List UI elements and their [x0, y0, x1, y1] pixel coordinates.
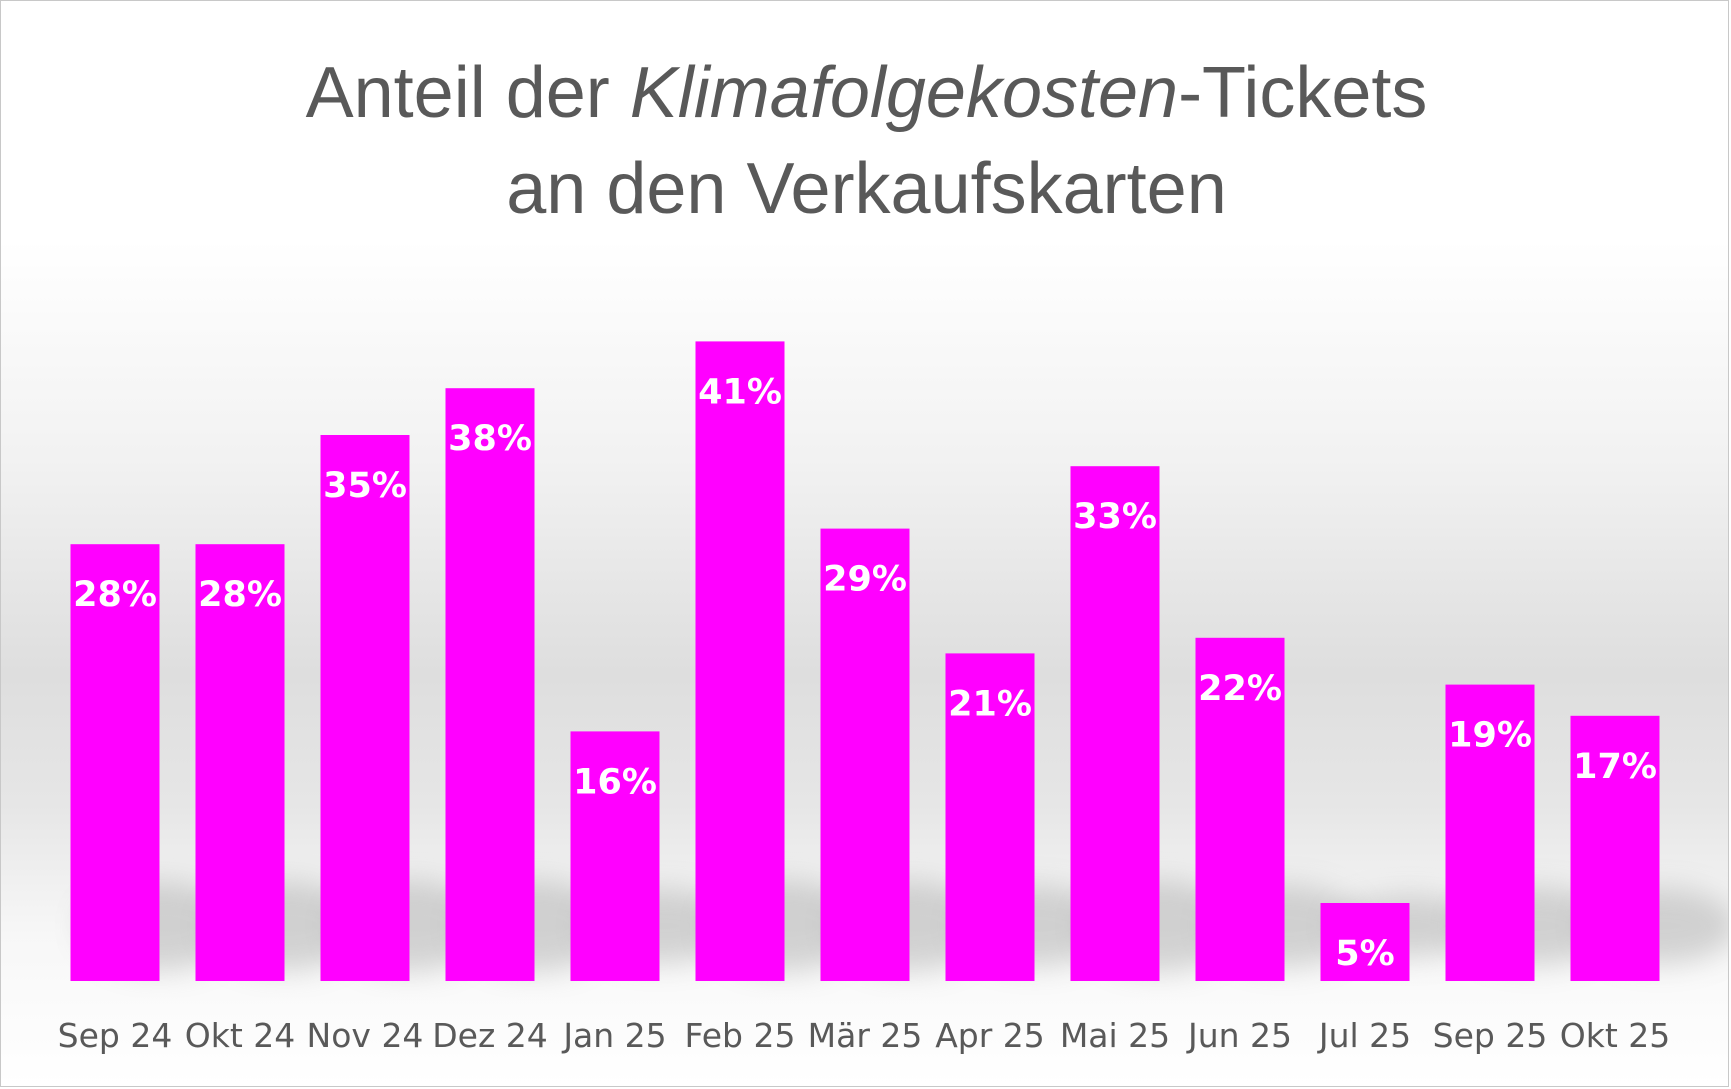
bars-group [70, 341, 1660, 981]
chart-title-italic: Klimafolgekosten [629, 53, 1179, 133]
x-tick-label: Apr 25 [935, 1016, 1045, 1055]
x-tick-label: Sep 25 [1433, 1016, 1548, 1055]
x-tick-label: Sep 24 [58, 1016, 173, 1055]
data-labels-group: 28% 28% 35% 38% 16% 41% 29% 21% 33% 22% 5% 19% 17% [73, 372, 1657, 974]
bar-value-label: 35% [323, 466, 407, 506]
bar-feb-25 [695, 341, 785, 981]
bar-apr-25 [945, 653, 1035, 981]
x-tick-label: Mär 25 [808, 1016, 923, 1055]
x-tick-label: Okt 24 [185, 1016, 296, 1055]
x-tick-label: Mai 25 [1060, 1016, 1170, 1055]
x-tick-label: Nov 24 [307, 1016, 424, 1055]
x-tick-label: Jul 25 [1317, 1016, 1411, 1055]
bar-okt-25 [1570, 715, 1660, 981]
bar-value-label: 19% [1448, 716, 1532, 756]
chart-title-line-2: an den Verkaufskarten [506, 149, 1227, 229]
bar-value-label: 21% [948, 684, 1032, 724]
bar-value-label: 38% [448, 419, 532, 459]
bar-mär-25 [820, 528, 910, 981]
bar-value-label: 41% [698, 372, 782, 412]
x-tick-label: Okt 25 [1560, 1016, 1671, 1055]
x-tick-label: Feb 25 [685, 1016, 796, 1055]
bar-jan-25 [570, 731, 660, 981]
x-tick-label: Jan 25 [561, 1016, 666, 1055]
bar-value-label: 5% [1335, 934, 1394, 974]
bar-value-label: 22% [1198, 669, 1282, 709]
chart-title-prefix: Anteil der [305, 53, 630, 133]
x-tick-label: Jun 25 [1186, 1016, 1292, 1055]
bar-value-label: 29% [823, 560, 907, 600]
bar-dez-24 [445, 388, 535, 981]
bar-value-label: 16% [573, 762, 657, 802]
bar-sep-25 [1445, 684, 1535, 981]
bar-value-label: 28% [198, 575, 282, 615]
bar-jul-25 [1320, 903, 1410, 981]
bar-value-label: 33% [1073, 497, 1157, 537]
bar-okt-24 [195, 544, 285, 981]
chart-title-line-1: Anteil der Klimafolgekosten-Tickets [1, 57, 1728, 129]
bar-sep-24 [70, 544, 160, 981]
chart-title-suffix: -Tickets [1178, 53, 1428, 133]
bar-jun-25 [1195, 637, 1285, 981]
bar-mai-25 [1070, 466, 1160, 981]
bar-value-label: 28% [73, 575, 157, 615]
x-axis-ticks-group: Sep 24 Okt 24 Nov 24 Dez 24 Jan 25 Feb 25 Mär … [58, 1016, 1671, 1055]
bar-nov-24 [320, 435, 410, 981]
bar-value-label: 17% [1573, 747, 1657, 787]
x-tick-label: Dez 24 [432, 1016, 548, 1055]
